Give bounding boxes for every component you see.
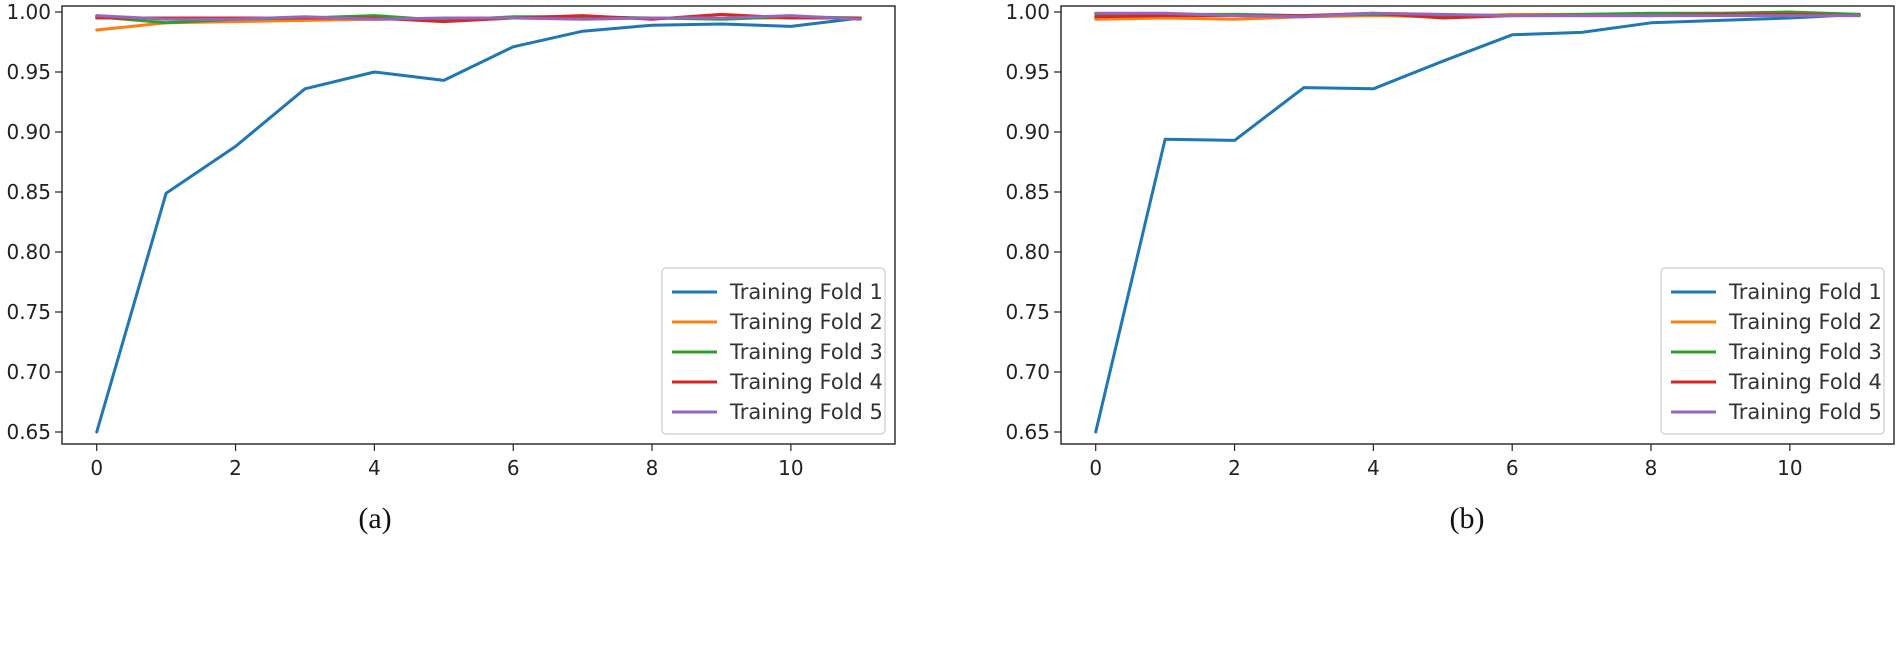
panel-b-x-tick-label: 0 — [1089, 456, 1102, 480]
panel-b-legend-label-fold-2: Training Fold 2 — [1728, 310, 1882, 334]
panel-a-legend-label-fold-4: Training Fold 4 — [729, 370, 883, 394]
panel-a-x-tick-label: 2 — [229, 456, 242, 480]
panel-b-x-tick-label: 6 — [1506, 456, 1519, 480]
panel-a-x-tick-label: 0 — [90, 456, 103, 480]
panel-a-caption: (a) — [358, 502, 391, 535]
panel-a-legend-label-fold-5: Training Fold 5 — [729, 400, 883, 424]
chart-panel-a: 0 2 4 6 8 10 0.65 0.70 0.75 0.80 0.85 0.90 0.95 1.00 T… — [6, 0, 896, 535]
panel-b-caption: (b) — [1450, 502, 1485, 535]
panel-a-x-tick-label: 6 — [507, 456, 520, 480]
panel-b-x-tick-label: 10 — [1777, 456, 1802, 480]
panel-a-series-group — [95, 12, 862, 434]
panel-a-x-tick-label: 4 — [368, 456, 381, 480]
panel-b-legend-box — [1660, 267, 1885, 435]
panel-a-y-tick-label: 0.65 — [6, 420, 51, 444]
panel-b-y-tick-label: 1.00 — [1005, 0, 1050, 24]
panel-a-series-line-fold-1 — [95, 16, 862, 434]
chart-panel-b: 0 2 4 6 8 10 0.65 0.70 0.75 0.80 0.85 0.90 0.95 1.00 T… — [1005, 0, 1895, 535]
panel-a-legend: Training Fold 1 Training Fold 2 Training F… — [661, 267, 886, 435]
panel-a-legend-label-fold-3: Training Fold 3 — [729, 340, 883, 364]
panel-b-legend-label-fold-3: Training Fold 3 — [1728, 340, 1882, 364]
panel-a-y-tick-label: 0.95 — [6, 60, 51, 84]
panel-a-y-tick-label: 1.00 — [6, 0, 51, 24]
panel-a-y-tick-label: 0.80 — [6, 240, 51, 264]
panel-b-x-tick-label: 8 — [1645, 456, 1658, 480]
panel-b-legend-label-fold-4: Training Fold 4 — [1728, 370, 1882, 394]
panel-b-y-tick-label: 0.70 — [1005, 360, 1050, 384]
panel-a-series-line-fold-5 — [95, 14, 862, 21]
panel-a-y-tick-label: 0.90 — [6, 120, 51, 144]
panel-b-legend-label-fold-5: Training Fold 5 — [1728, 400, 1882, 424]
panel-a-y-tick-label: 0.75 — [6, 300, 51, 324]
panel-a-y-tick-label: 0.85 — [6, 180, 51, 204]
panel-b-y-tick-label: 0.85 — [1005, 180, 1050, 204]
panel-a-x-tick-label: 8 — [646, 456, 659, 480]
panel-a-legend-box — [661, 267, 886, 435]
panel-b-x-tick-label: 2 — [1228, 456, 1241, 480]
panel-b-series-line-fold-5 — [1094, 11, 1861, 19]
panel-b-y-tick-label: 0.90 — [1005, 120, 1050, 144]
panel-a-y-tick-label: 0.70 — [6, 360, 51, 384]
panel-a-axes-frame — [61, 5, 896, 445]
panel-b-y-tick-label: 0.80 — [1005, 240, 1050, 264]
panel-b-y-tick-label: 0.95 — [1005, 60, 1050, 84]
panel-b-legend-label-fold-1: Training Fold 1 — [1728, 280, 1882, 304]
panel-a-legend-label-fold-2: Training Fold 2 — [729, 310, 883, 334]
panel-a-x-tick-label: 10 — [778, 456, 803, 480]
panel-b-legend: Training Fold 1 Training Fold 2 Training F… — [1660, 267, 1885, 435]
panel-b-y-tick-label: 0.65 — [1005, 420, 1050, 444]
panel-b-x-tick-label: 4 — [1367, 456, 1380, 480]
panel-b-axes-frame — [1060, 5, 1895, 445]
panel-a-legend-label-fold-1: Training Fold 1 — [729, 280, 883, 304]
panel-b-y-tick-label: 0.75 — [1005, 300, 1050, 324]
panel-b-series-group — [1094, 10, 1861, 434]
panel-b-series-line-fold-1 — [1094, 12, 1861, 434]
